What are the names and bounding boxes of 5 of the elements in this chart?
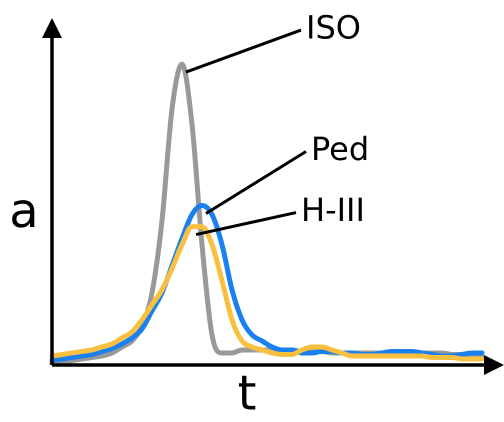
text: ISO	[306, 8, 361, 46]
text: Ped	[311, 130, 370, 168]
x-axis-title: t	[238, 365, 256, 422]
y-axis-title: a	[9, 183, 39, 240]
text: H-III	[301, 190, 365, 229]
